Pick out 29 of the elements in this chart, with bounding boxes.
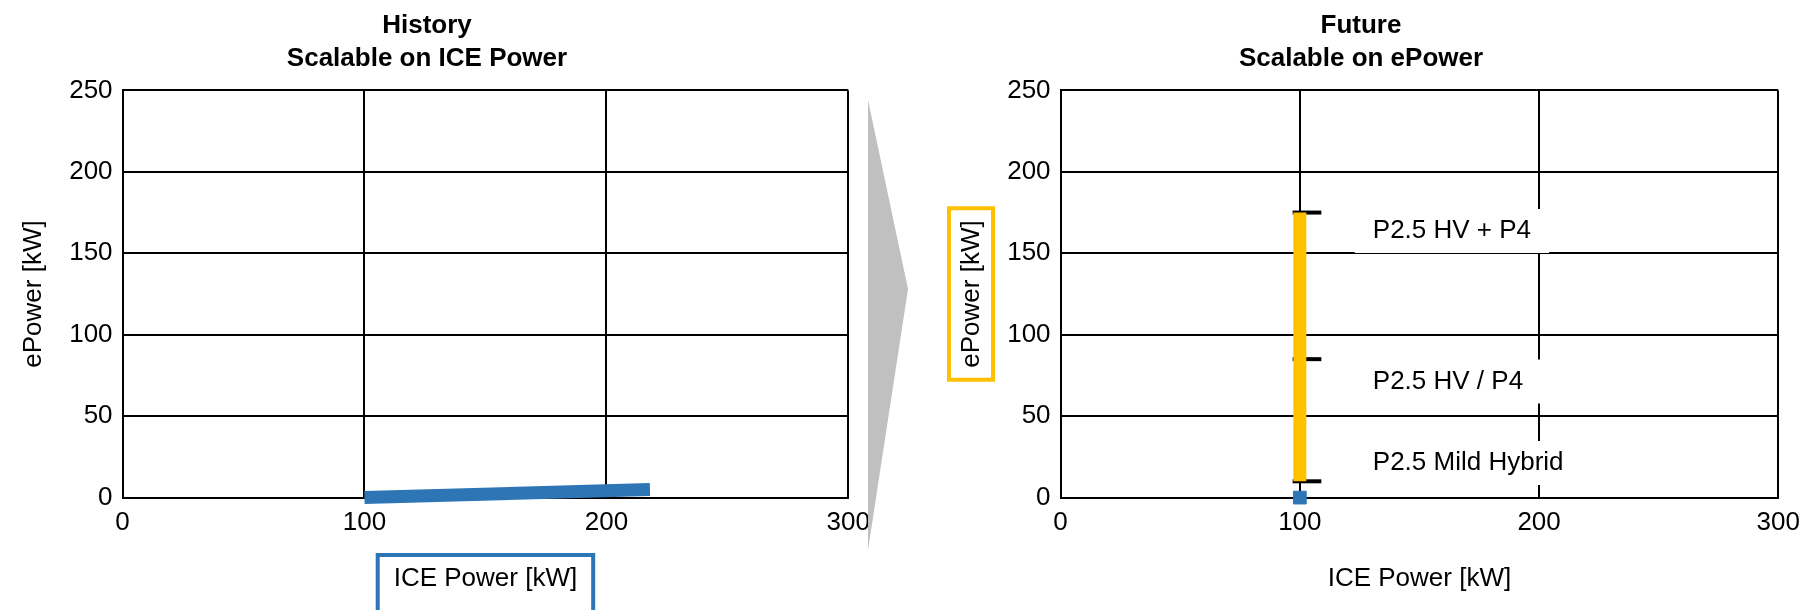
x-axis-title: ICE Power [kW] (1327, 561, 1512, 592)
x-tick-label: 100 (1278, 506, 1322, 537)
x-tick-label: 300 (1756, 506, 1801, 537)
annotation: P2.5 Mild Hybrid (1372, 446, 1564, 477)
y-tick-label: 0 (98, 480, 113, 511)
x-tick-label: 100 (342, 506, 387, 537)
chart-title: Future (1320, 8, 1402, 39)
chart-subtitle: Scalable on ICE Power (286, 41, 568, 72)
x-axis-title: ICE Power [kW] (393, 561, 578, 592)
y-tick-label: 250 (69, 73, 113, 104)
y-tick-label: 150 (1007, 236, 1051, 267)
y-tick-label: 250 (1007, 73, 1051, 104)
annotation: P2.5 HV / P4 (1372, 364, 1524, 395)
y-tick-label: 200 (1007, 155, 1051, 186)
y-tick-label: 0 (1036, 480, 1051, 511)
y-tick-label: 150 (69, 236, 113, 267)
x-tick-label: 200 (1517, 506, 1561, 537)
y-axis-title: ePower [kW] (16, 220, 47, 368)
y-tick-label: 100 (1007, 317, 1051, 348)
y-tick-label: 200 (69, 155, 113, 186)
y-tick-label: 50 (1021, 399, 1051, 430)
y-tick-label: 100 (69, 317, 113, 348)
y-tick-label: 50 (83, 399, 113, 430)
chart-subtitle: Scalable on ePower (1238, 41, 1484, 72)
x-tick-label: 300 (826, 506, 871, 537)
chart-title: History (382, 8, 473, 39)
x-tick-label: 200 (584, 506, 629, 537)
y-axis-title: ePower [kW] (954, 220, 985, 368)
annotation: P2.5 HV + P4 (1372, 214, 1532, 245)
